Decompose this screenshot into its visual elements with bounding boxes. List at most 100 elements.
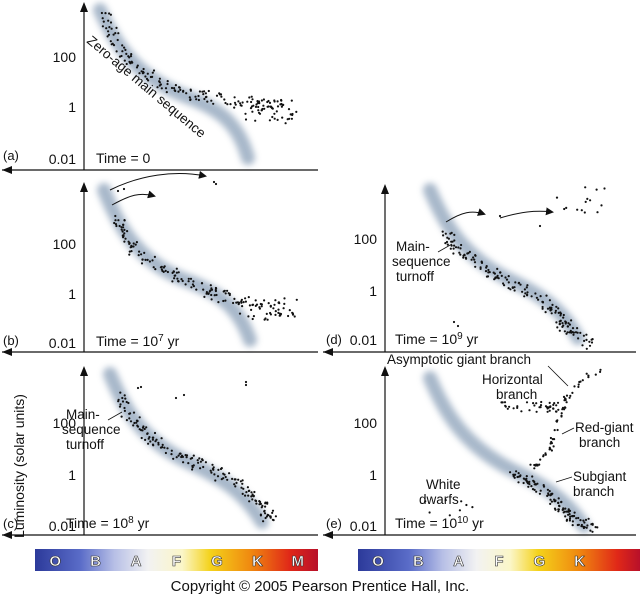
star-point <box>125 62 128 66</box>
turnoff-label: sequence <box>62 422 121 437</box>
star-point <box>147 442 150 445</box>
star-point <box>215 293 218 297</box>
star-point <box>140 436 143 440</box>
star-point <box>237 100 240 103</box>
spectral-class-k: K <box>574 553 585 570</box>
star-point <box>180 278 183 281</box>
star-point <box>144 438 147 441</box>
star-point <box>463 253 466 256</box>
star-point <box>135 241 138 244</box>
star-point <box>548 306 552 309</box>
star-point <box>448 514 451 517</box>
star-point <box>250 308 253 311</box>
star-point <box>114 31 117 35</box>
star-point <box>233 478 236 481</box>
star-point <box>224 299 227 302</box>
star-point <box>182 461 185 464</box>
star-point <box>517 481 520 484</box>
star-point <box>502 282 505 285</box>
panel-e: 100 1 0.01 (e) Time = 1010 yr Asymptotic… <box>323 352 636 539</box>
star-point <box>586 524 589 527</box>
star-point <box>492 271 495 274</box>
star-point <box>530 295 533 298</box>
star-point <box>465 503 468 507</box>
star-point <box>274 313 277 316</box>
star-point <box>233 297 236 300</box>
star-point <box>172 270 175 273</box>
star-point <box>254 119 257 122</box>
star-point <box>524 478 527 481</box>
time-label: Time = 107 yr <box>96 333 180 350</box>
star-point <box>187 462 190 465</box>
star-point <box>255 103 258 106</box>
tick-1: 1 <box>68 286 76 302</box>
star-point <box>135 419 139 422</box>
star-point <box>515 470 518 473</box>
star-point <box>174 274 177 277</box>
star-point <box>197 98 200 102</box>
star-point <box>223 289 226 292</box>
panel-label: (a) <box>3 148 19 163</box>
tick-1: 1 <box>369 283 377 299</box>
star-point <box>541 301 545 304</box>
star-point <box>584 518 588 522</box>
star-point <box>546 307 550 310</box>
star-point <box>247 296 250 299</box>
star-point <box>571 327 575 330</box>
star-point <box>479 267 482 270</box>
star-point <box>565 394 569 397</box>
star-point <box>125 419 128 422</box>
star-point <box>503 401 507 404</box>
star-point <box>185 456 188 459</box>
star-point <box>587 517 590 520</box>
star-point <box>231 477 234 480</box>
star-point <box>549 405 552 408</box>
star-point <box>157 441 160 444</box>
star-point <box>260 109 263 112</box>
star-point <box>126 230 129 233</box>
star-point <box>567 510 570 513</box>
star-point <box>211 467 215 470</box>
star-point <box>181 279 184 283</box>
star-point <box>107 19 110 22</box>
star-point <box>503 284 506 287</box>
spectral-class-a: A <box>453 553 464 570</box>
star-point <box>554 309 558 312</box>
star-point <box>585 526 588 529</box>
star-point <box>136 386 140 390</box>
star-point <box>158 81 161 84</box>
star-point <box>531 475 534 478</box>
star-point <box>240 104 243 107</box>
star-point <box>535 490 538 493</box>
star-point <box>184 454 187 457</box>
star-point <box>569 515 572 518</box>
star-point <box>276 100 279 103</box>
star-point <box>123 228 126 231</box>
star-point <box>263 299 266 302</box>
star-point <box>246 486 249 489</box>
star-point <box>487 271 490 274</box>
star-point <box>127 401 130 405</box>
star-point <box>175 267 178 270</box>
star-point <box>526 480 529 483</box>
star-point <box>247 494 250 497</box>
star-point <box>572 515 575 518</box>
star-point <box>560 412 563 415</box>
star-point <box>140 253 143 256</box>
star-point <box>452 252 455 255</box>
star-point <box>162 270 165 273</box>
star-point <box>269 515 272 518</box>
star-point <box>556 428 559 432</box>
star-point <box>599 370 602 373</box>
star-point <box>119 403 122 406</box>
star-point <box>585 333 588 336</box>
spectral-class-b: B <box>90 553 101 570</box>
tick-1: 1 <box>68 99 76 115</box>
star-point <box>128 417 131 420</box>
zams-band <box>97 183 257 347</box>
star-point <box>538 224 542 228</box>
star-point <box>565 332 568 335</box>
star-point <box>133 421 136 425</box>
star-point <box>459 247 462 250</box>
